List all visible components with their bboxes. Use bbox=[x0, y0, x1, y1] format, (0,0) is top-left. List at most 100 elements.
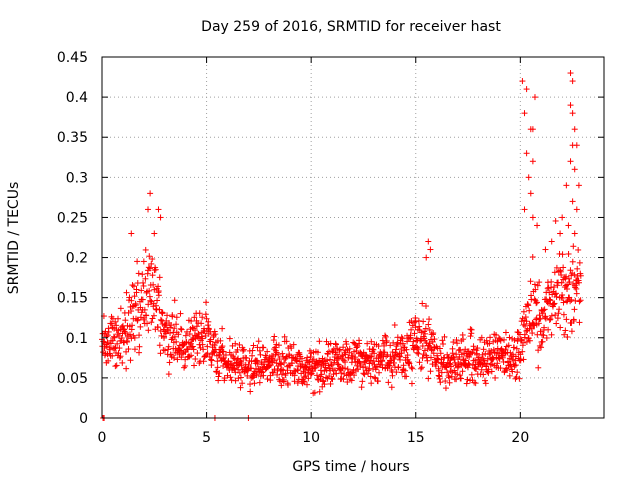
data-point bbox=[574, 265, 581, 272]
data-point bbox=[529, 330, 536, 337]
data-point bbox=[442, 378, 449, 385]
data-point bbox=[409, 365, 416, 372]
data-point bbox=[329, 376, 336, 383]
data-point bbox=[235, 375, 242, 382]
data-point bbox=[427, 246, 434, 253]
data-point bbox=[179, 350, 186, 357]
data-point bbox=[475, 363, 482, 370]
x-tick-label: 20 bbox=[511, 430, 529, 446]
data-point bbox=[430, 330, 437, 337]
data-point bbox=[173, 314, 180, 321]
data-point bbox=[568, 328, 575, 335]
data-point bbox=[333, 370, 340, 377]
data-point bbox=[457, 347, 464, 354]
data-point bbox=[302, 363, 309, 370]
data-point bbox=[553, 293, 560, 300]
data-point bbox=[555, 310, 562, 317]
data-point bbox=[150, 312, 157, 319]
data-point bbox=[250, 342, 257, 349]
data-point bbox=[513, 345, 520, 352]
data-point bbox=[319, 377, 326, 384]
data-point bbox=[526, 307, 533, 314]
data-point bbox=[441, 333, 448, 340]
data-point bbox=[516, 375, 523, 382]
data-point bbox=[406, 335, 413, 342]
data-point bbox=[511, 337, 518, 344]
data-point bbox=[569, 198, 576, 205]
data-point bbox=[573, 142, 580, 149]
data-point bbox=[532, 286, 539, 293]
data-point bbox=[563, 316, 570, 323]
data-point bbox=[147, 297, 154, 304]
data-point bbox=[320, 378, 327, 385]
data-point bbox=[317, 367, 324, 374]
data-point bbox=[217, 337, 224, 344]
data-point bbox=[415, 346, 422, 353]
data-point bbox=[468, 371, 475, 378]
data-point bbox=[113, 362, 120, 369]
data-point bbox=[511, 362, 518, 369]
data-point bbox=[519, 78, 526, 85]
data-point bbox=[303, 381, 310, 388]
data-point bbox=[473, 350, 480, 357]
data-point bbox=[165, 343, 172, 350]
data-point bbox=[136, 343, 143, 350]
data-point bbox=[111, 325, 118, 332]
data-point bbox=[569, 78, 576, 85]
data-point bbox=[575, 279, 582, 286]
x-tick-label: 0 bbox=[98, 430, 107, 446]
data-point bbox=[156, 274, 163, 281]
data-point bbox=[540, 332, 547, 339]
data-point bbox=[131, 346, 138, 353]
y-tick-label: 0.1 bbox=[66, 331, 88, 347]
data-point bbox=[270, 337, 277, 344]
data-point bbox=[316, 338, 323, 345]
data-point bbox=[264, 376, 271, 383]
data-point bbox=[521, 110, 528, 117]
data-point bbox=[157, 214, 164, 221]
data-point bbox=[519, 348, 526, 355]
data-point bbox=[333, 351, 340, 358]
data-point bbox=[149, 272, 156, 279]
data-point bbox=[572, 284, 579, 291]
data-point bbox=[485, 366, 492, 373]
data-point bbox=[330, 346, 337, 353]
data-point bbox=[218, 344, 225, 351]
data-point bbox=[318, 371, 325, 378]
data-point bbox=[275, 351, 282, 358]
data-point bbox=[289, 360, 296, 367]
chart-title: Day 259 of 2016, SRMTID for receiver has… bbox=[201, 19, 501, 35]
data-point bbox=[471, 379, 478, 386]
data-point bbox=[120, 326, 127, 333]
data-point bbox=[540, 307, 547, 314]
data-point bbox=[254, 344, 261, 351]
data-point bbox=[154, 297, 161, 304]
y-tick-label: 0 bbox=[79, 411, 88, 427]
data-point bbox=[145, 301, 152, 308]
data-point bbox=[134, 316, 141, 323]
data-point bbox=[397, 353, 404, 360]
data-point bbox=[225, 358, 232, 365]
data-point bbox=[492, 374, 499, 381]
data-point bbox=[565, 275, 572, 282]
data-point bbox=[415, 317, 422, 324]
data-point bbox=[278, 371, 285, 378]
data-point bbox=[375, 343, 382, 350]
data-point bbox=[178, 326, 185, 333]
data-point bbox=[270, 369, 277, 376]
data-point bbox=[116, 345, 123, 352]
data-point bbox=[548, 278, 555, 285]
data-point bbox=[190, 346, 197, 353]
y-tick-label: 0.45 bbox=[57, 50, 88, 66]
data-point bbox=[470, 346, 477, 353]
data-point bbox=[284, 367, 291, 374]
data-point bbox=[167, 329, 174, 336]
data-point bbox=[137, 314, 144, 321]
data-point bbox=[547, 316, 554, 323]
data-point bbox=[196, 334, 203, 341]
data-point bbox=[198, 320, 205, 327]
data-point bbox=[314, 349, 321, 356]
data-point bbox=[559, 294, 566, 301]
data-point bbox=[408, 326, 415, 333]
